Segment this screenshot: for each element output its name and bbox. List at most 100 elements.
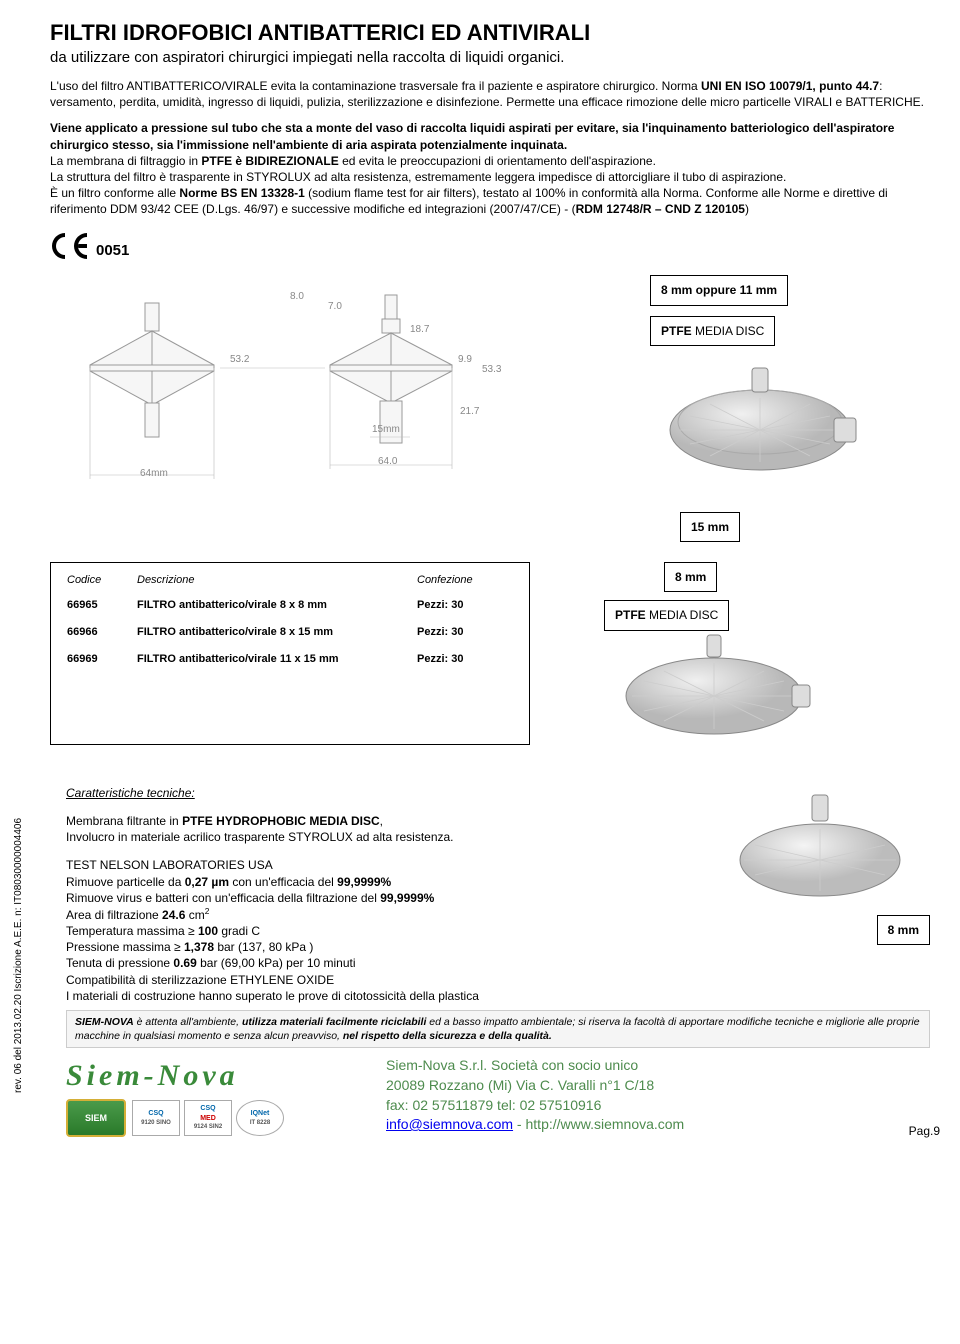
company-name: Siem-Nova S.r.l. Società con socio unico xyxy=(386,1056,684,1076)
dim-label: 64mm xyxy=(140,467,168,481)
text: cm xyxy=(185,908,204,922)
size-badge: 8 mm xyxy=(877,915,930,945)
cell-desc: FILTRO antibatterico/virale 8 x 15 mm xyxy=(137,625,417,640)
dim-label: 9.9 xyxy=(458,353,472,367)
cert-badges: CSQ9120 SINO CSQMED9124 SIN2 IQNetIT 822… xyxy=(132,1100,284,1136)
dim-label: 7.0 xyxy=(328,300,342,314)
text-bold: PTFE xyxy=(615,608,646,622)
cert-badge-csq: CSQ9120 SINO xyxy=(132,1100,180,1136)
size-badge: 15 mm xyxy=(680,512,740,542)
company-address: 20089 Rozzano (Mi) Via C. Varalli n°1 C/… xyxy=(386,1076,684,1096)
company-phone: fax: 02 57511879 tel: 02 57510916 xyxy=(386,1096,684,1116)
text: MEDIA DISC xyxy=(692,324,765,338)
intro-paragraph-1: L'uso del filtro ANTIBATTERICO/VIRALE ev… xyxy=(50,78,930,110)
text-bold: nel rispetto della sicurezza e della qua… xyxy=(343,1030,552,1042)
ptfe-badge: PTFE MEDIA DISC xyxy=(604,600,729,630)
size-badge: 8 mm xyxy=(664,562,717,592)
table-row: 66966 FILTRO antibatterico/virale 8 x 15… xyxy=(67,625,513,640)
text: La struttura del filtro è trasparente in… xyxy=(50,170,786,184)
filter-image xyxy=(730,785,910,935)
text-bold: 99,9999% xyxy=(380,891,434,905)
dim-label: 18.7 xyxy=(410,323,429,337)
text: È un filtro conforme alle xyxy=(50,186,179,200)
text: I materiali di costruzione hanno superat… xyxy=(66,988,704,1004)
specs-header: Caratteristiche tecniche: xyxy=(66,785,704,801)
table-row: 66965 FILTRO antibatterico/virale 8 x 8 … xyxy=(67,598,513,613)
siem-badge-icon: SIEM xyxy=(66,1099,126,1137)
page-subtitle: da utilizzare con aspiratori chirurgici … xyxy=(50,48,930,68)
dim-label: 64.0 xyxy=(378,455,397,469)
text: Involucro in materiale acrilico traspare… xyxy=(66,829,704,845)
technical-drawing: 8.0 7.0 18.7 53.2 9.9 53.3 21.7 15mm 64m… xyxy=(50,275,540,515)
text: Rimuove particelle da xyxy=(66,875,185,889)
logo-block: Siem-Nova SIEM CSQ9120 SINO CSQMED9124 S… xyxy=(66,1056,376,1137)
text-bold: RDM 12748/R – CND Z 120105 xyxy=(576,202,745,216)
text-bold: PTFE xyxy=(661,324,692,338)
text-bold: PTFE è BIDIREZIONALE xyxy=(201,154,338,168)
text: Rimuove virus e batteri con un'efficacia… xyxy=(66,891,380,905)
text-bold: 0.69 xyxy=(173,956,196,970)
text: La membrana di filtraggio in xyxy=(50,154,201,168)
footer: Siem-Nova SIEM CSQ9120 SINO CSQMED9124 S… xyxy=(66,1056,930,1137)
text: Pressione massima ≥ xyxy=(66,940,184,954)
ce-icon xyxy=(50,231,94,261)
specs-row: Caratteristiche tecniche: Membrana filtr… xyxy=(50,785,930,1004)
text: bar (137, 80 kPa ) xyxy=(214,940,313,954)
dim-label: 53.2 xyxy=(230,353,249,367)
filter-image xyxy=(614,631,814,761)
cell-code: 66965 xyxy=(67,598,137,613)
text: TEST NELSON LABORATORIES USA xyxy=(66,857,704,873)
text-bold: 0,27 µm xyxy=(185,875,229,889)
ce-number: 0051 xyxy=(96,241,129,261)
col-header-codice: Codice xyxy=(67,573,137,588)
dim-label: 15mm xyxy=(372,423,400,437)
text: Area di filtrazione xyxy=(66,908,162,922)
photo-column-3: 8 mm xyxy=(730,785,930,1004)
text: è attenta all'ambiente, xyxy=(134,1016,242,1028)
dim-label: 53.3 xyxy=(482,363,501,377)
dim-label: 8.0 xyxy=(290,290,304,304)
company-info: Siem-Nova S.r.l. Società con socio unico… xyxy=(386,1056,684,1134)
text-bold: 99,9999% xyxy=(337,875,391,889)
text: - xyxy=(513,1116,525,1132)
cell-qty: Pezzi: 30 xyxy=(417,625,507,640)
diagram-row: 8.0 7.0 18.7 53.2 9.9 53.3 21.7 15mm 64m… xyxy=(50,275,930,542)
company-email-link[interactable]: info@siemnova.com xyxy=(386,1116,513,1132)
text-bold: utilizza materiali facilmente riciclabil… xyxy=(242,1016,426,1028)
dim-label: 21.7 xyxy=(460,405,479,419)
cell-qty: Pezzi: 30 xyxy=(417,652,507,667)
text: Compatibilità di sterilizzazione ETHYLEN… xyxy=(66,972,704,988)
filter-image xyxy=(660,360,860,500)
cell-code: 66966 xyxy=(67,625,137,640)
text: L'uso del filtro ANTIBATTERICO/VIRALE ev… xyxy=(50,79,701,93)
cert-badge-csq-med: CSQMED9124 SIN2 xyxy=(184,1100,232,1136)
cert-badge-iqnet: IQNetIT 8228 xyxy=(236,1100,284,1136)
ce-mark: 0051 xyxy=(50,231,129,261)
table-photo-row: Codice Descrizione Confezione 66965 FILT… xyxy=(50,562,930,765)
size-badge: 8 mm oppure 11 mm xyxy=(650,275,788,305)
product-table: Codice Descrizione Confezione 66965 FILT… xyxy=(50,562,530,745)
intro-paragraph-2: Viene applicato a pressione sul tubo che… xyxy=(50,120,930,217)
page-number: Pag.9 xyxy=(909,1123,940,1139)
cell-code: 66969 xyxy=(67,652,137,667)
footer-note: SIEM-NOVA è attenta all'ambiente, utiliz… xyxy=(66,1010,930,1048)
revision-text: rev. 06 del 2013.02.20 Iscrizione A.E.E.… xyxy=(12,818,26,1093)
cell-desc: FILTRO antibatterico/virale 8 x 8 mm xyxy=(137,598,417,613)
tech-specs: Caratteristiche tecniche: Membrana filtr… xyxy=(50,785,720,1004)
company-url: http://www.siemnova.com xyxy=(526,1116,685,1132)
text-bold: 24.6 xyxy=(162,908,185,922)
text: gradi C xyxy=(218,924,260,938)
text: Tenuta di pressione xyxy=(66,956,173,970)
company-logo: Siem-Nova xyxy=(66,1056,376,1097)
photo-column-2: 8 mm PTFE MEDIA DISC xyxy=(544,562,930,765)
text: ed evita le preoccupazioni di orientamen… xyxy=(339,154,656,168)
text-bold: Norme BS EN 13328-1 xyxy=(179,186,304,200)
text: bar (69,00 kPa) per 10 minuti xyxy=(197,956,356,970)
text: Membrana filtrante in xyxy=(66,814,182,828)
text-bold: PTFE HYDROPHOBIC MEDIA DISC xyxy=(182,814,380,828)
table-row: 66969 FILTRO antibatterico/virale 11 x 1… xyxy=(67,652,513,667)
col-header-descrizione: Descrizione xyxy=(137,573,417,588)
page-title: FILTRI IDROFOBICI ANTIBATTERICI ED ANTIV… xyxy=(50,18,930,48)
photo-column-1: 8 mm oppure 11 mm PTFE MEDIA DISC 15 mm xyxy=(550,275,930,542)
text-bold: SIEM-NOVA xyxy=(75,1016,134,1028)
